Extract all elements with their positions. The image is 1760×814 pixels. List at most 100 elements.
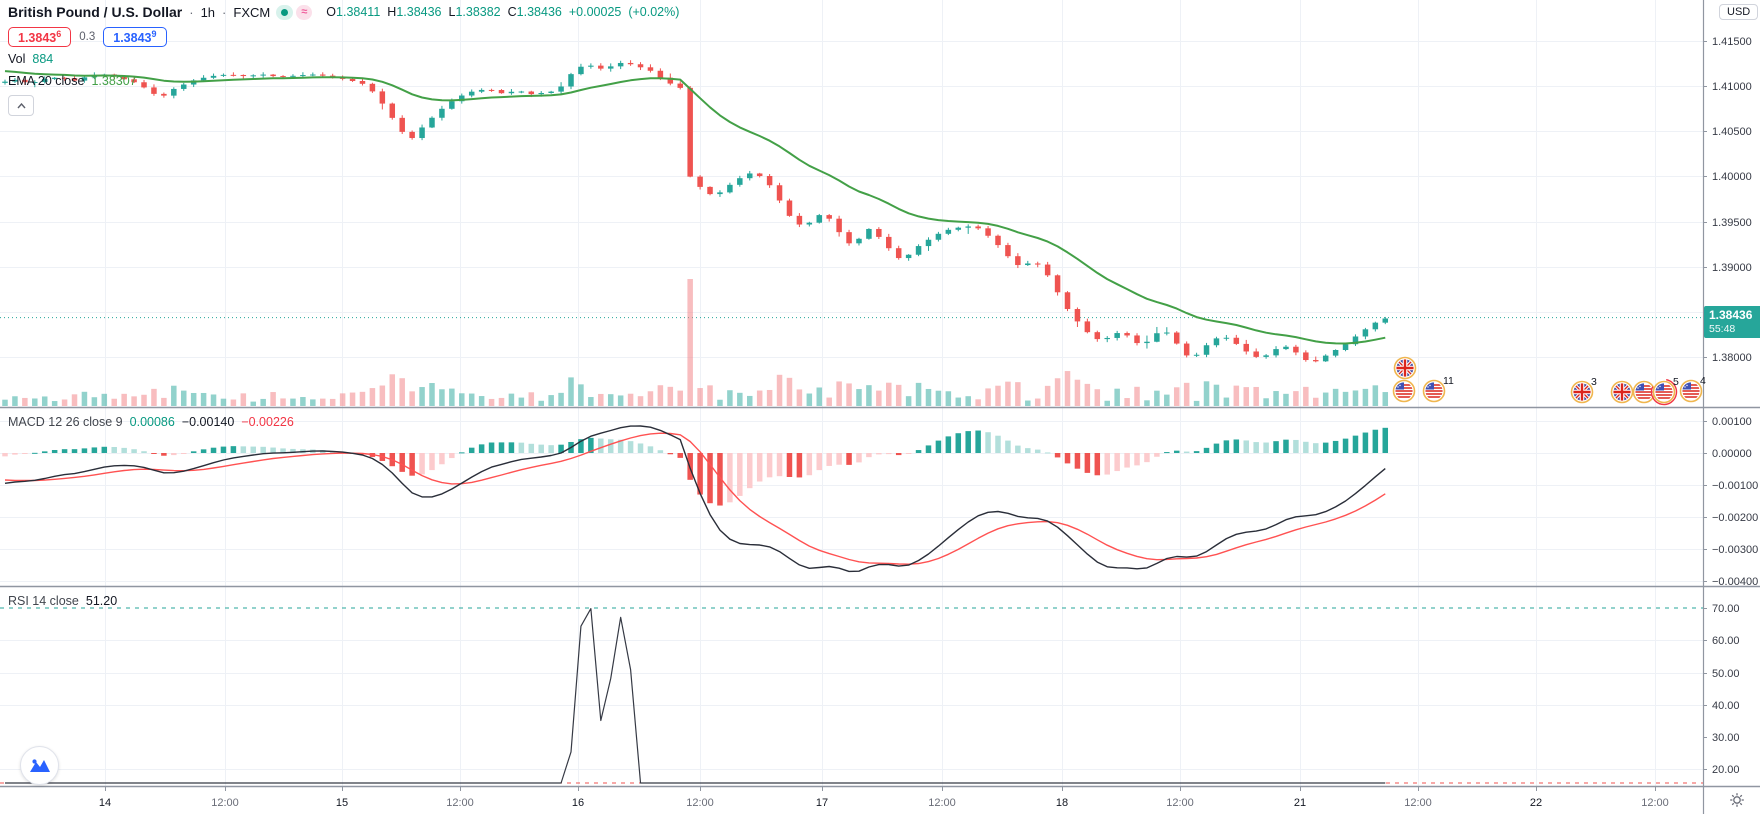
last-price-value: 1.38436 [1709,308,1753,322]
exchange-label[interactable]: FXCM [233,4,271,20]
sell-button[interactable]: 1.38436 [8,27,72,48]
macd-indicator-header[interactable]: MACD 12 26 close 9 0.00086 −0.00140 −0.0… [8,415,294,429]
sell-price: 1.3843 [18,31,57,46]
close-value: 1.38436 [516,5,562,19]
indicator-series [2,425,1389,784]
price-tick-label: 1.41000 [1712,81,1752,93]
volume-legend[interactable]: Vol 884 [8,52,53,66]
macd-tick-label: −0.00400 [1712,576,1758,588]
time-tick-label: 12:00 [211,797,239,809]
change-percent: (+0.02%) [628,5,680,19]
macd-line [4,425,1386,573]
gridlines [0,0,1703,786]
quote-buttons-row: 1.38436 0.3 1.38439 [8,27,167,48]
rsi-line [5,607,1386,784]
time-tick-label: 18 [1056,797,1068,809]
macd-signal-value: −0.00226 [241,415,294,429]
time-tick-label: 12:00 [1166,797,1194,809]
ema-value: 1.38307 [91,74,137,88]
macd-tick-label: 0.00000 [1712,448,1752,460]
low-value: 1.38382 [455,5,501,19]
time-tick-label: 12:00 [1404,797,1432,809]
time-tick-label: 16 [572,797,584,809]
close-label: C [507,5,517,19]
event-count-badge: 11 [1443,375,1454,387]
rsi-value: 51.20 [85,594,118,608]
price-tick-label: 1.40500 [1712,126,1752,138]
timezone-settings-gear-icon[interactable] [1730,793,1744,807]
time-tick-label: 21 [1294,797,1306,809]
macd-hist-value: 0.00086 [129,415,175,429]
collapse-legend-button[interactable] [8,95,34,116]
volume-value: 884 [32,52,54,66]
separator-dot: · [222,4,227,20]
event-count-badge: 5 [1673,376,1679,388]
price-tick-label: 1.40000 [1712,171,1752,183]
macd-tick-label: 0.00100 [1712,416,1752,428]
price-tick-label: 1.38000 [1712,352,1752,364]
time-tick-label: 12:00 [686,797,714,809]
currency-toggle-button[interactable]: USD [1719,4,1759,20]
time-tick-label: 12:00 [1641,797,1669,809]
rsi-tick-label: 50.00 [1712,668,1740,680]
open-value: 1.38411 [336,5,381,19]
separator-dot: · [189,4,194,20]
spread-value: 0.3 [79,31,96,44]
live-dot-icon [281,8,289,16]
last-price-badge: 1.38436 55:48 [1704,306,1760,339]
event-flags[interactable]: 11 3 5 4 [1392,356,1707,407]
mountain-chart-icon [29,758,50,772]
symbol-title[interactable]: British Pound / U.S. Dollar [8,4,183,20]
buy-price: 1.3843 [113,31,152,46]
candlesticks [2,60,1389,363]
rsi-tick-label: 70.00 [1712,603,1740,615]
rsi-indicator-header[interactable]: RSI 14 close 51.20 [8,594,117,608]
rsi-title: RSI 14 close [8,594,79,608]
change-value: +0.00025 [568,5,622,19]
axis-labels[interactable]: 1.41500 1.41000 1.40500 1.40000 1.39500 1.390… [99,36,1758,809]
volume-bars [2,279,1389,406]
economic-event-flag-us[interactable]: 11 [1422,375,1455,403]
time-tick-label: 15 [336,797,348,809]
macd-tick-label: −0.00100 [1712,480,1758,492]
bar-countdown: 55:48 [1709,323,1736,335]
economic-event-flag-us[interactable]: 5 [1650,376,1679,406]
time-tick-label: 14 [99,797,111,809]
macd-line-value: −0.00140 [181,415,235,429]
high-value: 1.38436 [396,5,442,19]
symbol-header: British Pound / U.S. Dollar · 1h · FXCM … [8,4,679,20]
time-tick-label: 17 [816,797,828,809]
rsi-tick-label: 40.00 [1712,700,1740,712]
price-tick-label: 1.39500 [1712,217,1752,229]
event-count-badge: 4 [1700,375,1706,387]
ema-label: EMA 20 close [8,74,85,88]
macd-title: MACD 12 26 close 9 [8,415,123,429]
market-status-live-pill[interactable] [276,4,294,20]
economic-event-flag-us[interactable]: 4 [1679,375,1707,403]
economic-event-flag-us[interactable] [1632,380,1656,404]
buy-button[interactable]: 1.38439 [103,27,167,48]
delayed-data-icon[interactable]: ≈ [296,4,313,20]
ema-line [4,70,1386,345]
ema-legend[interactable]: EMA 20 close 1.38307 [8,74,137,88]
time-tick-label: 12:00 [928,797,956,809]
economic-event-flag-gb[interactable]: 3 [1570,376,1598,404]
buy-price-sup: 9 [151,29,157,39]
price-tick-label: 1.39000 [1712,262,1752,274]
chevron-up-icon [16,102,26,108]
event-count-badge: 3 [1591,376,1597,388]
rsi-tick-label: 60.00 [1712,635,1740,647]
low-label: L [448,5,456,19]
volume-label: Vol [8,52,26,66]
open-label: O [326,5,337,19]
tradingview-logo-button[interactable] [20,746,59,785]
economic-event-flag-gb[interactable] [1610,380,1634,404]
macd-tick-label: −0.00200 [1712,512,1758,524]
economic-event-flag-gb[interactable] [1393,356,1417,380]
interval-label[interactable]: 1h [200,4,216,20]
economic-event-flag-us[interactable] [1392,379,1416,403]
time-tick-label: 12:00 [446,797,474,809]
